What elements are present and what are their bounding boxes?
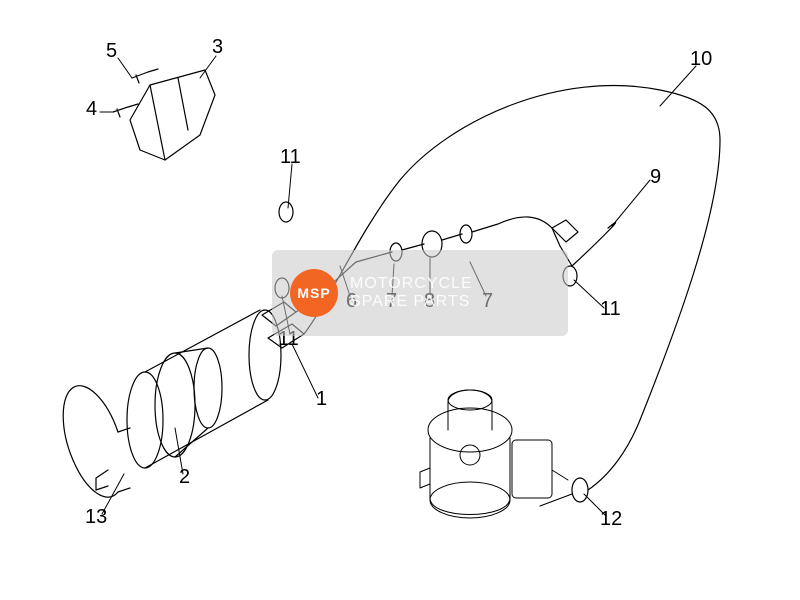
callout-6: 6 xyxy=(346,290,357,313)
callout-11a: 11 xyxy=(280,146,301,169)
parts-lineart xyxy=(0,0,800,600)
callout-1: 1 xyxy=(316,388,327,411)
callout-8: 8 xyxy=(424,290,435,313)
callout-12: 12 xyxy=(600,508,622,531)
callout-11b: 11 xyxy=(278,328,299,351)
callout-7a: 7 xyxy=(386,290,397,313)
callout-7b: 7 xyxy=(482,290,493,313)
callout-2: 2 xyxy=(179,466,190,489)
callout-5: 5 xyxy=(106,40,117,63)
callout-9: 9 xyxy=(650,166,661,189)
callout-4: 4 xyxy=(86,98,97,121)
callout-11c: 11 xyxy=(600,298,621,321)
callout-10: 10 xyxy=(690,48,712,71)
callout-13: 13 xyxy=(85,506,107,529)
diagram-canvas: 1 2 3 4 5 6 7 7 8 9 10 11 11 11 12 13 MS… xyxy=(0,0,800,600)
callout-3: 3 xyxy=(212,36,223,59)
